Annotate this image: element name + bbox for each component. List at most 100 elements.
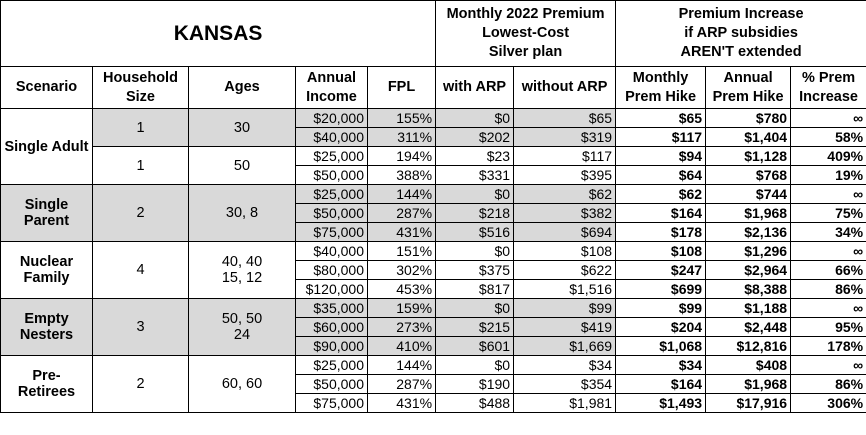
cell: $0 [435, 241, 515, 261]
text-line: Size [125, 88, 155, 105]
cell: 287% [366, 203, 437, 223]
data-row: Empty Nesters 3 50, 50 24 $35,000 159% $0 $99 $9… [0, 298, 866, 356]
scenario: Empty Nesters [0, 298, 93, 356]
cell: $17,916 [705, 393, 792, 413]
cell: $354 [513, 374, 617, 394]
cell: $408 [705, 355, 792, 375]
column-header: without ARP [513, 66, 617, 109]
premium-group-header: Monthly 2022 Premium Lowest-Cost Silver pl… [435, 0, 617, 67]
data-row: $50,000 388% $331 $395 $64 $768 19% [1, 165, 866, 185]
cell: $622 [513, 260, 617, 280]
cell: $516 [435, 222, 515, 242]
cell: 431% [366, 393, 437, 413]
cell: $744 [705, 184, 792, 204]
column-header: Annual Prem Hike [705, 66, 792, 109]
cell: $382 [513, 203, 617, 223]
household-size: 1 [92, 146, 189, 185]
cell: ∞ [790, 298, 866, 318]
column-header: % Prem Increase [790, 66, 866, 109]
cell: $2,448 [705, 317, 792, 337]
data-row: $40,000 311% $202 $319 $117 $1,404 58% [1, 127, 866, 147]
text-line: Income [306, 88, 357, 105]
cell: 95% [790, 317, 866, 337]
text-line: 30 [233, 119, 251, 136]
household-size: 3 [92, 298, 189, 356]
text-line: Annual [723, 69, 773, 86]
cell: ∞ [790, 241, 866, 261]
cell: $62 [513, 184, 617, 204]
cell: $164 [615, 374, 707, 394]
column-header: with ARP [435, 66, 515, 109]
text-line: Lowest-Cost [482, 25, 570, 41]
cell: $23 [435, 146, 515, 166]
cell: $50,000 [295, 203, 368, 223]
cell: 159% [366, 298, 437, 318]
cell: $62 [615, 184, 707, 204]
cell: $108 [513, 241, 617, 261]
cell: $1,493 [615, 393, 707, 413]
cell: $419 [513, 317, 617, 337]
cell: $60,000 [295, 317, 368, 337]
cell: $8,388 [705, 279, 792, 299]
cell: $90,000 [295, 336, 368, 356]
cell: $601 [435, 336, 515, 356]
cell: $35,000 [295, 298, 368, 318]
ages: 30 [188, 108, 296, 147]
data-row: $75,000 431% $516 $694 $178 $2,136 34% [1, 222, 866, 242]
text-line: if ARP subsidies [684, 25, 798, 41]
cell: $204 [615, 317, 707, 337]
cell: $1,404 [705, 127, 792, 147]
ages: 50 [188, 146, 296, 185]
cell: $34 [615, 355, 707, 375]
cell: $99 [615, 298, 707, 318]
column-header: Annual Income [295, 66, 368, 109]
column-header: Scenario [0, 66, 93, 109]
household-size: 1 [92, 108, 189, 147]
text-line: % Prem [801, 69, 856, 86]
cell: 273% [366, 317, 437, 337]
cell: $215 [435, 317, 515, 337]
cell: $164 [615, 203, 707, 223]
cell: $50,000 [295, 374, 368, 394]
text-line: Silver plan [488, 44, 563, 60]
cell: $780 [705, 108, 792, 128]
cell: $40,000 [295, 241, 368, 261]
cell: 155% [366, 108, 437, 128]
cell: $1,188 [705, 298, 792, 318]
cell: 34% [790, 222, 866, 242]
cell: $25,000 [295, 184, 368, 204]
cell: $178 [615, 222, 707, 242]
data-row: Nuclear Family 4 40, 40 15, 12 $40,000 151% $0… [0, 241, 866, 299]
cell: $65 [615, 108, 707, 128]
data-row: $60,000 273% $215 $419 $204 $2,448 95% [1, 317, 866, 337]
text-line: Monthly 2022 Premium [446, 6, 605, 22]
cell: $1,981 [513, 393, 617, 413]
cell: $75,000 [295, 393, 368, 413]
data-row: Single Adult 1 30 $20,000 155% $0 $65 $65 $780 ∞ [0, 108, 866, 185]
household-size: 2 [92, 355, 189, 413]
cell: 410% [366, 336, 437, 356]
data-row: 1 50 $25,000 194% $23 $117 $94 $1,128 409% [1, 146, 866, 185]
cell: $34 [513, 355, 617, 375]
cell: $108 [615, 241, 707, 261]
cell: $1,068 [615, 336, 707, 356]
data-row: Single Parent 2 30, 8 $25,000 144% $0 $62 $62 $7… [0, 184, 866, 242]
cell: ∞ [790, 108, 866, 128]
text-line: 30, 8 [225, 205, 259, 221]
cell: $99 [513, 298, 617, 318]
cell: $319 [513, 127, 617, 147]
cell: $375 [435, 260, 515, 280]
cell: $699 [615, 279, 707, 299]
cell: $25,000 [295, 146, 368, 166]
cell: 287% [366, 374, 437, 394]
text-line: 60, 60 [221, 376, 263, 392]
text-line: 15, 12 [221, 270, 263, 286]
cell: 178% [790, 336, 866, 356]
table-title: KANSAS [0, 0, 437, 67]
cell: $12,816 [705, 336, 792, 356]
cell: $218 [435, 203, 515, 223]
cell: 144% [366, 355, 437, 375]
scenario: Single Adult [0, 108, 93, 185]
cell: 66% [790, 260, 866, 280]
cell: $25,000 [295, 355, 368, 375]
